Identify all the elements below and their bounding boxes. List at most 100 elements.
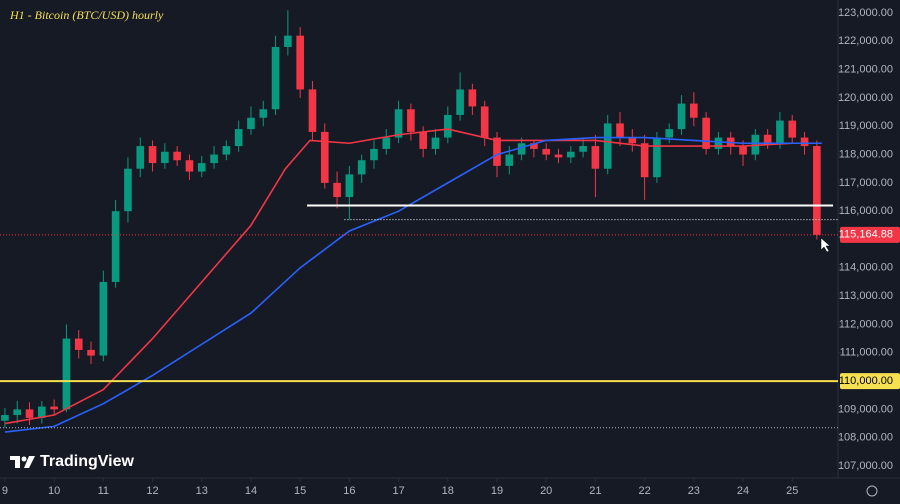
- candle-body: [788, 120, 797, 138]
- candle-body: [714, 137, 723, 149]
- candle-body: [259, 109, 268, 118]
- x-tick-label: 15: [294, 485, 306, 497]
- candle-body: [308, 89, 317, 132]
- candle-body: [603, 123, 612, 169]
- x-tick-label: 16: [343, 485, 355, 497]
- settings-icon[interactable]: [866, 485, 878, 497]
- cursor: [820, 237, 831, 253]
- candle-body: [677, 103, 686, 130]
- x-tick-label: 22: [638, 485, 650, 497]
- candle-body: [776, 120, 784, 144]
- logo: [10, 456, 35, 468]
- x-tick-label: 14: [245, 485, 257, 497]
- y-tick-label: 112,000.00: [839, 318, 893, 330]
- candle-body: [517, 143, 526, 155]
- candle-body: [99, 281, 108, 356]
- watermark: TradingView: [40, 453, 135, 470]
- candle-body: [25, 409, 34, 418]
- x-tick-label: 20: [540, 485, 552, 497]
- y-tick-label: 109,000.00: [838, 403, 893, 415]
- candle-body: [739, 146, 747, 155]
- chart-title: H1 - Bitcoin (BTC/USD) hourly: [9, 8, 164, 22]
- candle-body: [800, 137, 809, 147]
- candle-body: [210, 154, 218, 164]
- candle-body: [173, 151, 181, 161]
- candle-body: [148, 146, 157, 164]
- x-tick-label: 21: [589, 485, 601, 497]
- candle-body: [763, 134, 772, 144]
- candle-body: [320, 131, 329, 183]
- y-tick-label: 120,000.00: [838, 92, 893, 104]
- candle-body: [628, 137, 637, 144]
- candle-body: [493, 137, 501, 166]
- y-tick-label: 108,000.00: [838, 432, 893, 444]
- price-label-box: [840, 373, 900, 390]
- candle-body: [13, 409, 22, 416]
- candle-body: [111, 211, 120, 282]
- candle-body: [579, 146, 587, 152]
- candle-body: [296, 35, 304, 90]
- y-tick-label: 111,000.00: [840, 347, 893, 359]
- y-tick-label: 114,000.00: [839, 262, 893, 274]
- candle-body: [591, 146, 600, 169]
- candle-body: [690, 103, 698, 118]
- moving-average: [4, 136, 822, 433]
- candle-body: [136, 146, 145, 169]
- candle-body: [554, 154, 563, 158]
- candle-body: [640, 143, 649, 178]
- candle-body: [62, 338, 71, 410]
- x-tick-label: 18: [442, 485, 454, 497]
- x-tick-label: 19: [491, 485, 503, 497]
- candle-body: [480, 106, 489, 138]
- candle-body: [653, 137, 661, 178]
- x-tick-label: 11: [98, 485, 109, 497]
- y-tick-label: 116,000.00: [839, 205, 893, 217]
- x-tick-label: 9: [2, 485, 8, 497]
- y-tick-label: 121,000.00: [838, 64, 893, 76]
- candle-body: [284, 35, 292, 47]
- candle-body: [382, 137, 391, 149]
- candle-body: [702, 117, 710, 149]
- candle-body: [74, 338, 83, 350]
- x-tick-label: 12: [146, 485, 158, 497]
- candle-body: [161, 151, 169, 164]
- candle-body: [407, 109, 415, 132]
- candle-body: [394, 109, 403, 138]
- candle-body: [468, 89, 477, 107]
- y-tick-label: 118,000.00: [839, 148, 893, 160]
- candle-body: [505, 154, 514, 166]
- price-label: 110,000.00: [839, 375, 893, 387]
- candle-body: [530, 143, 538, 149]
- y-tick-label: 119,000.00: [839, 120, 893, 132]
- candle-body: [456, 89, 464, 115]
- x-tick-label: 17: [392, 485, 404, 497]
- candle-body: [616, 123, 624, 138]
- candle-body: [813, 146, 821, 235]
- x-tick-label: 23: [688, 485, 700, 497]
- candle-body: [665, 129, 674, 138]
- logo-mark: [24, 456, 35, 468]
- x-tick-label: 10: [48, 485, 60, 497]
- candle-body: [222, 146, 231, 155]
- y-tick-label: 107,000.00: [838, 460, 893, 472]
- y-tick-label: 113,000.00: [839, 290, 893, 302]
- candle-body: [247, 117, 255, 130]
- price-label-box: [840, 226, 900, 243]
- candle-body: [566, 151, 575, 158]
- price-label: 115,164.88: [839, 229, 893, 241]
- candle-body: [333, 182, 341, 198]
- x-tick-label: 13: [196, 485, 208, 497]
- candle-body: [431, 137, 440, 149]
- candle-body: [124, 168, 132, 212]
- candle-body: [234, 129, 243, 147]
- candle-body: [271, 46, 280, 110]
- y-tick-label: 123,000.00: [838, 7, 893, 19]
- y-tick-label: 122,000.00: [838, 35, 893, 47]
- candle-body: [345, 174, 354, 198]
- x-tick-label: 25: [786, 485, 798, 497]
- candle-body: [357, 160, 366, 175]
- candle-body: [50, 406, 58, 410]
- plot: [0, 10, 838, 433]
